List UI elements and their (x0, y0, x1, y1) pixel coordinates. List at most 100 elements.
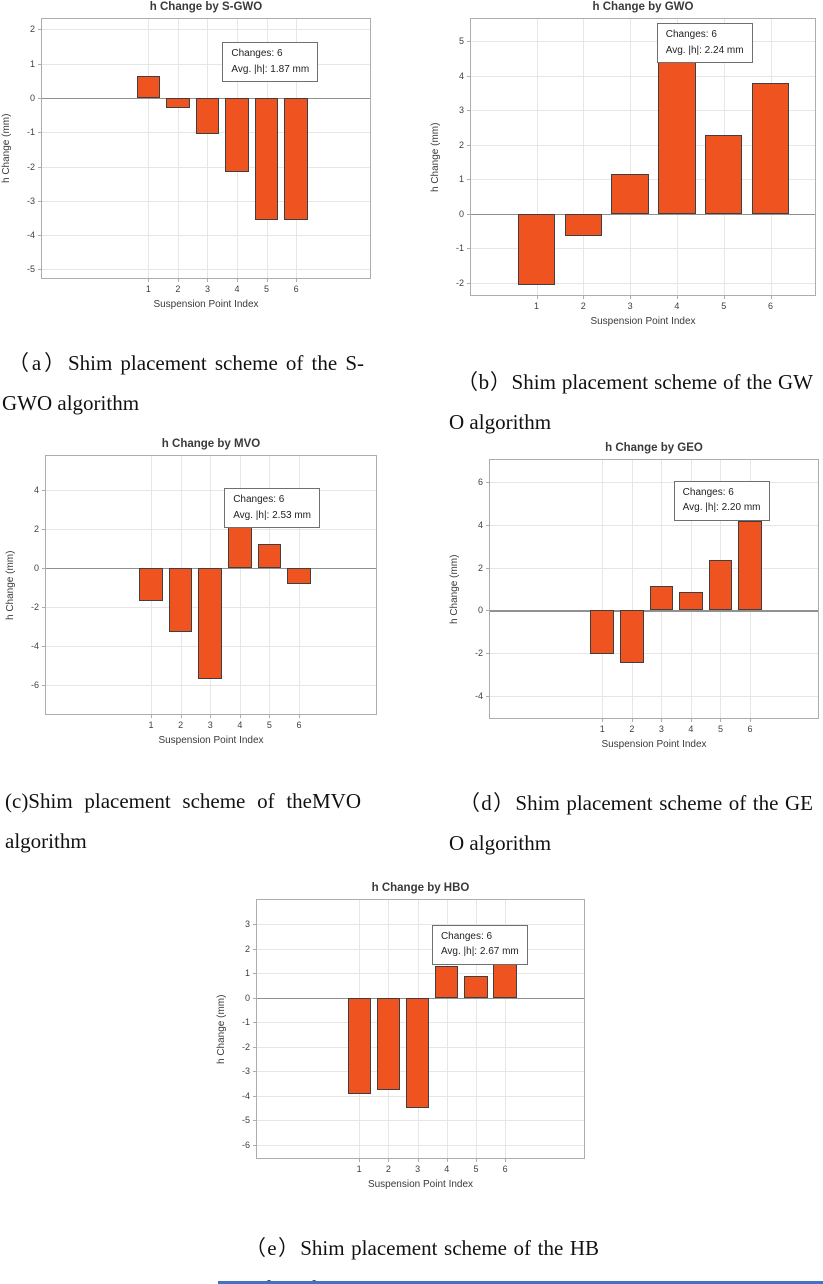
h-gridline (490, 695, 818, 697)
x-tick-label: 5 (721, 301, 727, 311)
chart-panel-gwo: h Change by GWO h Change (mm) Changes: 6… (430, 1, 816, 327)
y-axis-label: h Change (mm) (449, 554, 460, 624)
chart-title-sgwo: h Change by S-GWO (149, 1, 263, 13)
x-tick-label: 3 (658, 724, 664, 734)
x-tick-label: 3 (207, 720, 213, 730)
y-tick-mark (486, 610, 490, 612)
zero-line (471, 213, 815, 216)
annotation-avg: Avg. |h|: 2.20 mm (682, 502, 761, 514)
x-tick-label: 5 (473, 1164, 479, 1174)
bar-point-5 (708, 560, 733, 611)
bar-point-6 (284, 97, 308, 220)
y-tick-label: 4 (458, 70, 464, 81)
v-gridline (630, 19, 632, 295)
y-tick-label: -6 (241, 1139, 250, 1150)
x-tick-label: 1 (148, 720, 154, 730)
x-tick-mark (299, 714, 301, 718)
h-gridline (42, 63, 370, 65)
y-axis-label: h Change (mm) (1, 113, 12, 184)
y-tick-label: -2 (30, 601, 39, 612)
h-gridline (257, 924, 584, 926)
y-tick-mark (38, 97, 42, 99)
h-gridline (490, 525, 818, 527)
plot-area-mvo: Changes: 6 Avg. |h|: 2.53 mm 4 2 0 -2 -4 -6 1 2… (31, 455, 377, 730)
x-tick-label: 1 (534, 301, 540, 311)
x-axis-label: Suspension Point Index (590, 316, 696, 327)
y-tick-label: -5 (26, 264, 35, 275)
y-tick-label: -4 (241, 1090, 250, 1101)
x-tick-label: 5 (264, 284, 270, 294)
bar-point-4 (435, 966, 459, 998)
y-tick-label: 3 (244, 919, 250, 930)
y-tick-mark (38, 269, 42, 271)
annotation-avg: Avg. |h|: 2.24 mm (665, 44, 744, 56)
y-tick-mark (42, 645, 46, 647)
caption-a-line1: （a）Shim placement scheme of the S- (8, 351, 364, 375)
y-tick-label: 0 (458, 208, 464, 219)
x-tick-mark (207, 278, 209, 282)
h-gridline (42, 235, 370, 237)
y-tick-label: 0 (33, 562, 39, 573)
h-gridline (471, 41, 815, 43)
h-gridline (471, 144, 815, 146)
y-tick-mark (253, 1022, 257, 1024)
h-gridline (257, 1144, 584, 1146)
bar-point-1 (590, 610, 615, 655)
y-axis-label: h Change (mm) (430, 122, 441, 192)
chart-title-geo: h Change by GEO (605, 442, 703, 454)
y-tick-mark (467, 41, 471, 43)
x-tick-mark (770, 295, 772, 299)
x-tick-mark (239, 714, 241, 718)
y-tick-mark (38, 166, 42, 168)
x-tick-label: 2 (385, 1164, 391, 1174)
x-tick-mark (475, 1158, 477, 1162)
y-tick-label: -4 (26, 230, 35, 241)
bar-point-2 (168, 567, 193, 633)
plot-area-gwo: Changes: 6 Avg. |h|: 2.24 mm 5 4 3 2 1 0 -1 -2 1… (456, 18, 816, 311)
y-tick-mark (253, 973, 257, 975)
v-gridline (148, 19, 150, 278)
x-tick-label: 6 (502, 1164, 508, 1174)
x-tick-label: 6 (747, 724, 753, 734)
y-tick-label: 1 (244, 968, 250, 979)
x-tick-mark (690, 718, 692, 722)
y-tick-label: -4 (474, 690, 483, 701)
caption-e-line1: （e）Shim placement scheme of the HB (245, 1236, 599, 1260)
x-tick-label: 6 (768, 301, 774, 311)
v-gridline (602, 460, 604, 718)
annotation-changes: Changes: 6 (233, 494, 285, 506)
x-tick-mark (177, 278, 179, 282)
y-tick-label: 1 (458, 174, 464, 185)
y-tick-mark (486, 567, 490, 569)
y-tick-label: -2 (455, 277, 464, 288)
x-tick-mark (237, 278, 239, 282)
bar-point-5 (254, 97, 279, 220)
y-tick-mark (38, 29, 42, 31)
bar-point-4 (679, 592, 703, 611)
caption-a: （a）Shim placement scheme of the S- GWO a… (2, 343, 364, 423)
caption-b-line1: （b）Shim placement scheme of the GW (457, 370, 813, 394)
h-gridline (490, 482, 818, 484)
v-gridline (177, 19, 179, 278)
y-tick-mark (42, 490, 46, 492)
x-tick-mark (661, 718, 663, 722)
caption-d-line2: O algorithm (449, 831, 552, 855)
y-tick-mark (253, 997, 257, 999)
x-tick-label: 4 (234, 284, 240, 294)
y-tick-label: 4 (33, 485, 39, 496)
stats-annotation-box: Changes: 6 Avg. |h|: 1.87 mm (222, 42, 319, 83)
x-tick-mark (148, 278, 150, 282)
y-tick-mark (486, 652, 490, 654)
h-gridline (471, 282, 815, 284)
x-tick-label: 5 (717, 724, 723, 734)
x-tick-mark (750, 718, 752, 722)
x-tick-mark (446, 1158, 448, 1162)
x-tick-mark (269, 714, 271, 718)
annotation-avg: Avg. |h|: 1.87 mm (231, 63, 310, 75)
v-gridline (446, 900, 448, 1158)
y-tick-label: 5 (458, 36, 464, 47)
x-tick-mark (602, 718, 604, 722)
x-tick-label: 5 (266, 720, 272, 730)
v-gridline (536, 19, 538, 295)
x-tick-label: 4 (444, 1164, 450, 1174)
